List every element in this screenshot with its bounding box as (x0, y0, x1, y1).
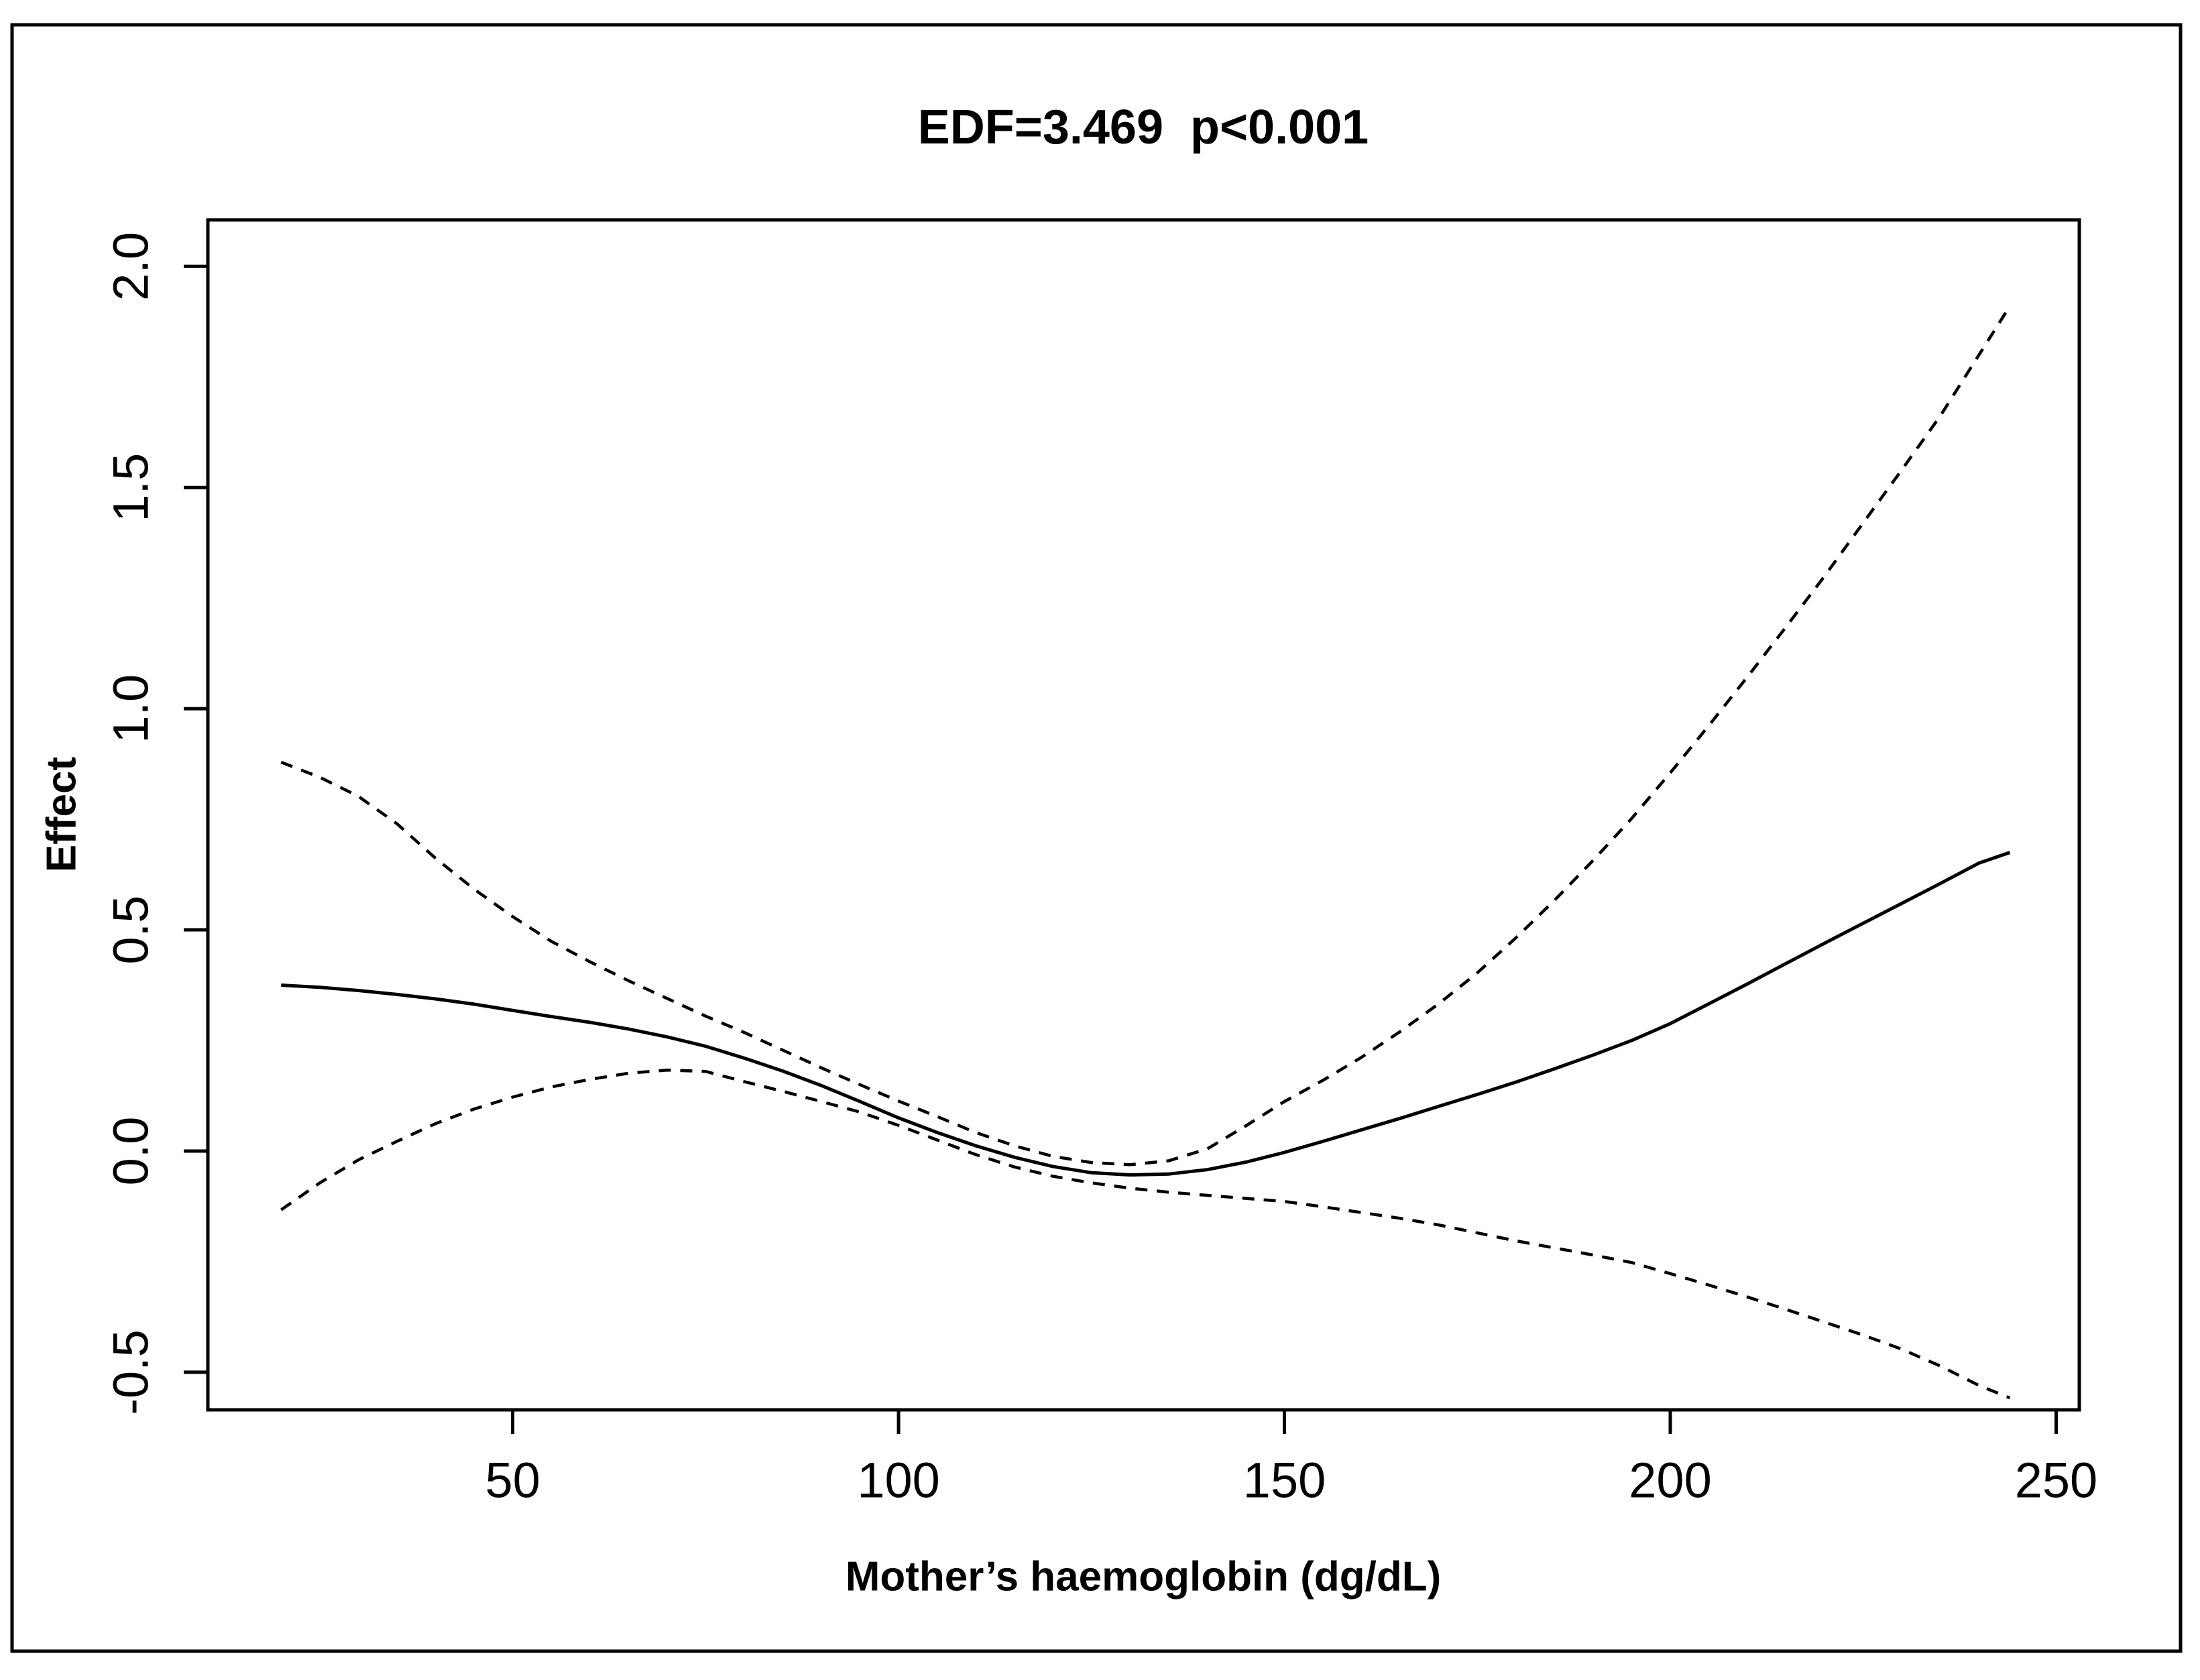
plot-curves (280, 305, 2012, 1400)
x-axis-ticks: 50 100 150 200 250 (485, 1410, 2097, 1508)
y-axis-label: Effect (39, 757, 85, 872)
x-tick-label: 200 (1629, 1453, 1711, 1508)
chart-title: EDF=3.469 p<0.001 (918, 101, 1369, 154)
smooth-fit-line (281, 851, 2011, 1177)
x-tick-label: 50 (485, 1453, 540, 1508)
y-tick-label: 2.0 (103, 232, 159, 301)
y-tick-label: 1.0 (103, 674, 159, 743)
x-tick-label: 100 (857, 1453, 939, 1508)
x-tick-label: 150 (1243, 1453, 1326, 1508)
y-tick-label: 1.5 (103, 453, 159, 522)
upper-ci-line (280, 305, 2012, 1166)
x-tick-label: 250 (2015, 1453, 2097, 1508)
lower-ci-line (280, 1068, 2011, 1400)
plot-frame (206, 218, 2081, 1412)
y-axis-ticks: -0.5 0.0 0.5 1.0 1.5 2.0 (103, 232, 208, 1415)
figure-border (10, 23, 2183, 1653)
y-tick-label: -0.5 (103, 1329, 159, 1415)
y-tick-label: 0.5 (103, 896, 159, 965)
x-axis-label: Mother’s haemoglobin (dg/dL) (846, 1554, 1442, 1600)
y-tick-label: 0.0 (103, 1117, 159, 1186)
